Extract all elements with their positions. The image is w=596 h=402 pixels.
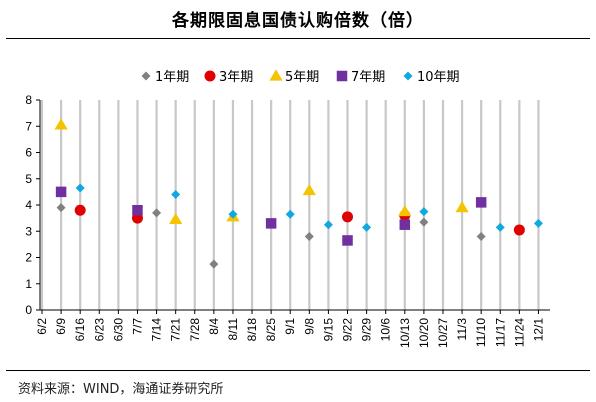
- source-divider: [6, 370, 590, 371]
- y-tick-label: 7: [25, 119, 32, 133]
- x-tick-label: 10/6: [379, 318, 393, 342]
- x-tick-label: 6/16: [73, 318, 87, 342]
- source-note: 资料来源：WIND，海通证券研究所: [18, 382, 224, 397]
- x-tick-label: 6/23: [92, 318, 106, 342]
- data-point-10年期-6/16: [75, 183, 85, 193]
- x-tick-label: 6/2: [35, 318, 49, 335]
- data-point-7年期-9/22: [342, 235, 353, 246]
- data-point-1年期-8/4: [209, 259, 219, 269]
- data-point-5年期-9/8: [302, 183, 316, 196]
- y-tick-label: 1: [25, 277, 32, 291]
- x-tick-label: 11/3: [455, 318, 469, 341]
- data-point-5年期-11/3: [455, 201, 469, 213]
- x-tick-label: 11/24: [512, 318, 526, 347]
- x-tick-label: 10/13: [398, 318, 412, 348]
- y-tick-label: 0: [25, 303, 32, 317]
- axes: [36, 99, 550, 314]
- legend-marker-1年期: [141, 71, 151, 81]
- data-point-1年期-7/14: [152, 208, 162, 218]
- legend-label: 3年期: [219, 70, 253, 85]
- data-point-3年期-9/22: [342, 211, 354, 223]
- x-tick-label: 8/4: [207, 318, 221, 335]
- data-point-7年期-7/7: [132, 205, 143, 216]
- y-tick-label: 6: [25, 146, 32, 160]
- title-divider: [6, 38, 590, 39]
- data-point-10年期-9/29: [362, 222, 372, 232]
- legend-marker-5年期: [269, 69, 283, 81]
- scatter-chart: 0 1 2 3 4 5 6 7 8 6/2 6/9 6/16 6/23 6/30 7/7 7/14 7/21 7…: [25, 69, 550, 348]
- x-tick-label: 10/20: [417, 318, 431, 348]
- y-tick-label: 4: [25, 198, 32, 212]
- chart-title: 各期限固息国债认购倍数（倍）: [172, 11, 424, 31]
- x-tick-label: 8/11: [226, 318, 240, 341]
- data-point-10年期-11/17: [495, 222, 505, 232]
- x-tick-label: 6/30: [111, 318, 125, 342]
- data-point-10年期-10/20: [419, 207, 429, 217]
- data-point-10年期-9/1: [285, 209, 295, 219]
- x-tick-label: 9/22: [341, 318, 355, 342]
- legend-label: 7年期: [351, 70, 385, 85]
- data-point-1年期-6/9: [56, 203, 66, 213]
- legend: 1年期 3年期 5年期 7年期 10年期: [141, 69, 460, 85]
- x-tick-label: 12/1: [531, 318, 545, 342]
- x-tick-label: 7/7: [130, 318, 144, 335]
- data-point-10年期-9/15: [323, 220, 333, 230]
- x-tick-label: 11/10: [474, 318, 488, 347]
- x-tick-label: 10/27: [436, 318, 450, 348]
- x-tick-label: 7/28: [188, 318, 202, 342]
- data-point-7年期-11/10: [475, 197, 487, 208]
- x-tick-label: 7/14: [150, 318, 164, 342]
- data-point-3年期-11/24: [513, 224, 525, 236]
- data-point-1年期-10/20: [419, 217, 429, 227]
- legend-label: 5年期: [285, 70, 319, 85]
- x-tick-label: 8/25: [264, 318, 278, 342]
- x-tick-label: 9/29: [360, 318, 374, 342]
- data-points: [54, 118, 543, 269]
- data-point-7年期-6/9: [55, 186, 67, 198]
- data-point-1年期-11/10: [476, 232, 486, 241]
- y-tick-labels: 0 1 2 3 4 5 6 7 8: [25, 93, 32, 317]
- x-tick-label: 7/21: [169, 318, 183, 342]
- legend-marker-3年期: [204, 70, 216, 82]
- x-tick-label: 9/1: [283, 318, 297, 335]
- data-point-3年期-6/16: [74, 204, 86, 216]
- legend-label: 1年期: [155, 70, 189, 85]
- x-tick-label: 6/9: [54, 318, 68, 335]
- legend-label: 10年期: [417, 70, 460, 85]
- x-tick-label: 8/18: [245, 318, 259, 342]
- data-point-1年期-9/8: [304, 232, 314, 241]
- y-tick-label: 5: [25, 172, 32, 186]
- x-tick-label: 9/15: [321, 318, 335, 342]
- data-point-7年期-10/13: [399, 219, 411, 230]
- legend-marker-7年期: [336, 70, 348, 82]
- y-tick-label: 2: [25, 251, 32, 265]
- legend-marker-10年期: [403, 71, 413, 81]
- data-point-7年期-8/25: [265, 218, 277, 229]
- x-tick-label: 11/17: [493, 318, 507, 347]
- data-point-10年期-8/11: [228, 209, 238, 219]
- x-tick-labels: 6/2 6/9 6/16 6/23 6/30 7/7 7/14 7/21 7/28 8/4 8/11…: [35, 318, 545, 348]
- y-tick-label: 8: [25, 93, 32, 107]
- data-point-10年期-7/21: [171, 190, 181, 199]
- data-point-5年期-6/9: [54, 118, 68, 130]
- data-point-5年期-10/13: [398, 204, 412, 217]
- data-point-5年期-7/21: [169, 212, 183, 225]
- y-tick-label: 3: [25, 224, 32, 238]
- data-point-10年期-12/1: [533, 218, 543, 228]
- x-tick-label: 9/8: [302, 318, 316, 335]
